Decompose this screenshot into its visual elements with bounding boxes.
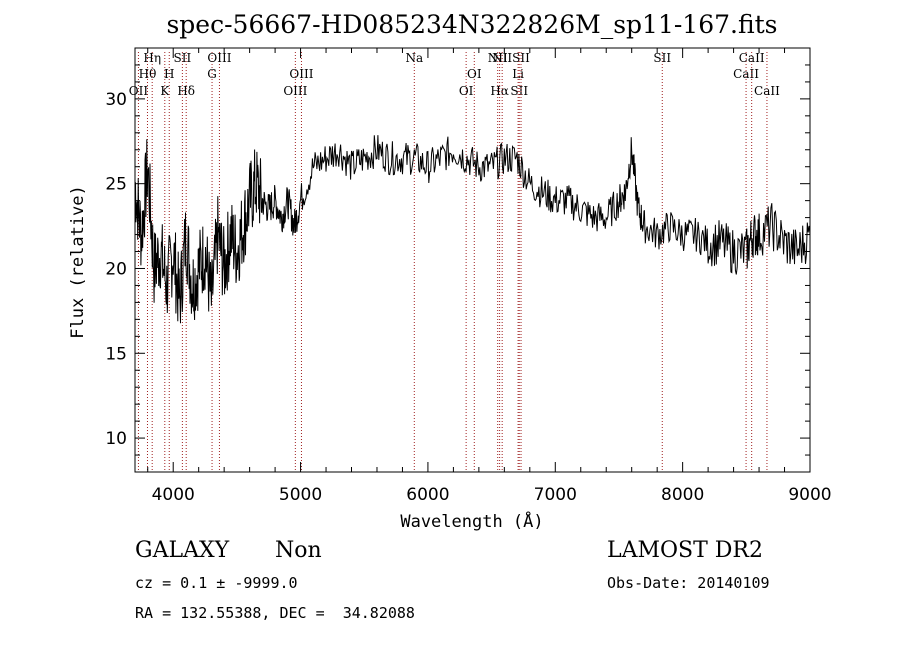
y-tick-label: 15 [105, 344, 127, 364]
coordinates: RA = 132.55388, DEC = 34.82088 [135, 604, 415, 622]
spectral-line-label: OI [467, 67, 482, 81]
spectral-line-label: Hη [143, 51, 161, 65]
spectral-line-label: CaII [733, 67, 759, 81]
spectral-line-label: Hθ [139, 67, 157, 81]
spectral-line-label: CaII [754, 84, 780, 98]
spectral-line-label: K [160, 84, 170, 98]
axes: 4000 5000 6000 7000 8000 9000 10 15 20 25 30 [105, 47, 832, 505]
plot-frame [134, 47, 811, 473]
x-axis-label: Wavelength (Å) [400, 510, 543, 532]
survey-name: LAMOST DR2 [607, 538, 763, 563]
spectral-line-label: NII [488, 51, 508, 65]
spectral-line-label: OI [459, 84, 474, 98]
y-axis-label: Flux (relative) [68, 185, 88, 339]
spectral-line-label: Li [512, 67, 524, 81]
spectrum-series [134, 135, 811, 324]
y-tick-label: 25 [105, 175, 127, 195]
object-class: GALAXY [135, 538, 230, 563]
x-tick-label: 8000 [661, 485, 704, 505]
spectral-line-label: OII [129, 84, 149, 98]
spectral-line-label: H [164, 67, 174, 81]
object-subclass: Non [275, 538, 322, 563]
observation-date: Obs-Date: 20140109 [607, 574, 770, 592]
x-tick-label: 9000 [788, 485, 831, 505]
spectral-line-label: NII [492, 51, 512, 65]
y-tick-label: 10 [105, 429, 127, 449]
x-tick-label: 6000 [406, 485, 449, 505]
spectral-line-label: G [207, 67, 217, 81]
spectral-line-label: SII [174, 51, 192, 65]
y-tick-label: 20 [105, 259, 127, 279]
spectral-line-label: Hδ [177, 84, 195, 98]
chart-title: spec-56667-HD085234N322826M_sp11-167.fit… [166, 10, 777, 39]
spectral-line-markers: OIIHθHηKHSIIHδGOIIIOIIIOIIINaOIOINIIHαNI… [129, 51, 780, 472]
x-tick-label: 5000 [279, 485, 322, 505]
x-tick-label: 7000 [534, 485, 577, 505]
spectral-line-label: OIII [289, 67, 313, 81]
y-tick-label: 30 [105, 90, 127, 110]
spectral-line-label: SII [512, 51, 530, 65]
spectrum-line [134, 135, 811, 324]
spectral-line-label: SII [510, 84, 528, 98]
spectral-line-label: Na [405, 51, 423, 65]
x-tick-label: 4000 [152, 485, 195, 505]
spectral-line-label: CaII [739, 51, 765, 65]
spectral-line-label: OIII [207, 51, 231, 65]
spectral-line-label: Hα [490, 84, 509, 98]
redshift-cz: cz = 0.1 ± -9999.0 [135, 574, 298, 592]
spectral-line-label: SII [653, 51, 671, 65]
spectral-line-label: OIII [283, 84, 307, 98]
